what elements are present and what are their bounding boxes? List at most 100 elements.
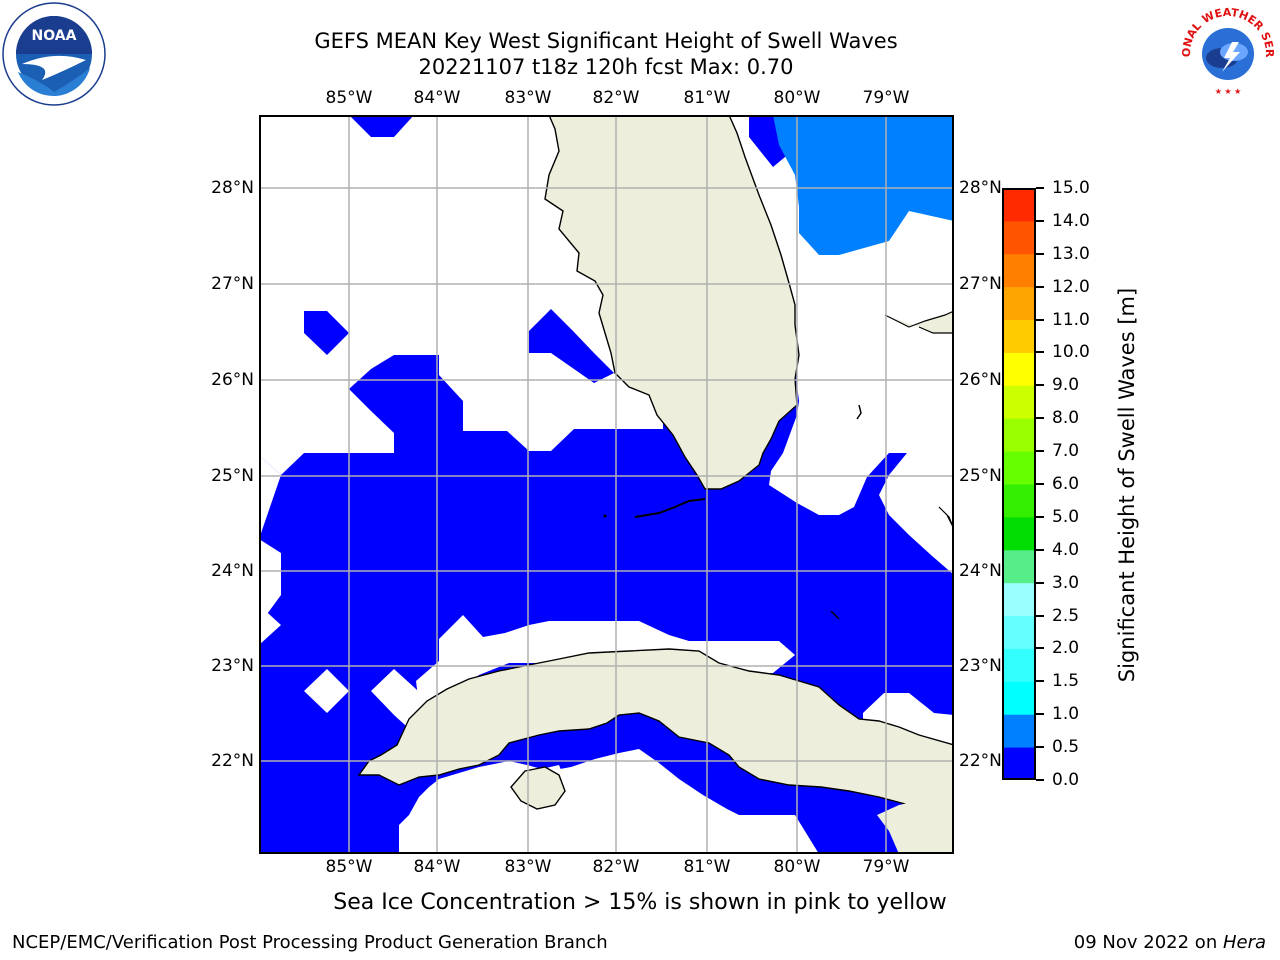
colorbar-tick-mark	[1036, 351, 1044, 354]
lat-label-left: 27°N	[211, 274, 254, 294]
lat-label-right: 22°N	[959, 751, 1002, 771]
lat-label-right: 23°N	[959, 656, 1002, 676]
florida-land	[544, 114, 800, 490]
colorbar-tick-mark	[1036, 318, 1044, 321]
colorbar-segment	[1002, 418, 1036, 452]
colorbar-segment	[1002, 615, 1036, 649]
colorbar-tick-label: 8.0	[1052, 408, 1080, 429]
colorbar-tick-label: 9.0	[1052, 375, 1080, 396]
lon-label-top: 80°W	[773, 88, 821, 108]
colorbar-tick-label: 1.0	[1052, 704, 1080, 725]
colorbar-tick-mark	[1036, 417, 1044, 420]
lon-label-bottom: 80°W	[773, 857, 821, 877]
colorbar-tick-label: 15.0	[1052, 178, 1090, 198]
colorbar-tick-label: 4.0	[1052, 539, 1080, 560]
colorbar-tick-mark	[1036, 713, 1044, 716]
colorbar-segment	[1002, 451, 1036, 485]
lon-label-top: 79°W	[862, 88, 910, 108]
colorbar-segment	[1002, 516, 1036, 551]
colorbar-segment	[1002, 747, 1036, 781]
lat-label-left: 24°N	[211, 561, 254, 581]
map	[259, 114, 955, 854]
colorbar	[1002, 188, 1036, 781]
lat-label-right: 26°N	[959, 370, 1002, 390]
colorbar-tick-label: 2.5	[1052, 605, 1080, 626]
colorbar-tick-label: 6.0	[1052, 474, 1080, 494]
lon-label-top: 83°W	[504, 88, 552, 108]
lon-label-top: 81°W	[683, 88, 731, 108]
lon-label-bottom: 81°W	[683, 857, 731, 877]
colorbar-segment	[1002, 648, 1036, 682]
colorbar-segment	[1002, 582, 1036, 617]
colorbar-tick-label: 10.0	[1052, 342, 1090, 363]
colorbar-tick-mark	[1036, 450, 1044, 453]
swell-field-mid	[773, 115, 954, 255]
colorbar-tick-mark	[1036, 252, 1044, 255]
colorbar-tick-label: 3.0	[1052, 572, 1080, 593]
colorbar-segment	[1002, 188, 1036, 222]
sea-ice-note: Sea Ice Concentration > 15% is shown in …	[333, 890, 947, 915]
lon-label-bottom: 79°W	[862, 857, 910, 877]
colorbar-segment	[1002, 286, 1036, 321]
footer-credit: NCEP/EMC/Verification Post Processing Pr…	[12, 932, 608, 953]
lon-label-bottom: 82°W	[592, 857, 640, 877]
lat-label-left: 22°N	[211, 751, 254, 771]
lat-label-right: 25°N	[959, 466, 1002, 486]
colorbar-segment	[1002, 385, 1036, 419]
lat-label-right: 28°N	[959, 178, 1002, 198]
lon-label-top: 85°W	[325, 88, 373, 108]
lat-label-left: 23°N	[211, 656, 254, 676]
footer-host: Hera	[1222, 932, 1266, 953]
lon-label-top: 84°W	[413, 88, 461, 108]
lat-label-right: 24°N	[959, 561, 1002, 581]
colorbar-tick-label: 14.0	[1052, 210, 1090, 231]
colorbar-segment	[1002, 714, 1036, 748]
colorbar-tick-mark	[1036, 581, 1044, 584]
lat-label-left: 26°N	[211, 370, 254, 390]
colorbar-segment	[1002, 220, 1036, 255]
colorbar-tick-mark	[1036, 187, 1044, 189]
colorbar-tick-mark	[1036, 515, 1044, 518]
colorbar-tick-mark	[1036, 483, 1044, 485]
lat-label-left: 25°N	[211, 466, 254, 486]
colorbar-tick-label: 0.5	[1052, 737, 1080, 758]
colorbar-tick-mark	[1036, 285, 1044, 288]
footer-date: 09 Nov 2022 on Hera	[1074, 932, 1266, 953]
lat-label-right: 27°N	[959, 274, 1002, 294]
noaa-logo: NOAA	[2, 2, 106, 106]
colorbar-segment	[1002, 549, 1036, 584]
colorbar-segment	[1002, 484, 1036, 518]
lon-label-bottom: 84°W	[413, 857, 461, 877]
lat-label-left: 28°N	[211, 178, 254, 198]
chart-subtitle: 20221107 t18z 120h fcst Max: 0.70	[418, 55, 794, 79]
svg-text:NOAA: NOAA	[32, 28, 77, 44]
lon-label-top: 82°W	[592, 88, 640, 108]
footer-date-text: 09 Nov 2022 on	[1073, 932, 1223, 953]
colorbar-segment	[1002, 319, 1036, 353]
lon-label-bottom: 83°W	[504, 857, 552, 877]
colorbar-tick-label: 12.0	[1052, 276, 1090, 297]
colorbar-tick-label: 2.0	[1052, 638, 1080, 659]
colorbar-tick-mark	[1036, 548, 1044, 551]
colorbar-tick-label: 11.0	[1052, 309, 1090, 330]
colorbar-label: Significant Height of Swell Waves [m]	[1115, 287, 1139, 683]
colorbar-tick-mark	[1036, 614, 1044, 617]
nws-logo: NATIONAL WEATHER SERVICE ★ ★ ★	[1171, 0, 1280, 98]
colorbar-tick-mark	[1036, 680, 1044, 683]
chart-title: GEFS MEAN Key West Significant Height of…	[314, 29, 898, 53]
colorbar-tick-mark	[1036, 219, 1044, 222]
colorbar-tick-label: 7.0	[1052, 441, 1080, 462]
colorbar-tick-label: 13.0	[1052, 243, 1090, 264]
colorbar-tick-label: 0.0	[1052, 770, 1080, 790]
colorbar-segment	[1002, 253, 1036, 288]
colorbar-tick-mark	[1036, 384, 1044, 387]
colorbar-tick-label: 5.0	[1052, 506, 1080, 527]
colorbar-segment	[1002, 352, 1036, 386]
colorbar-tick-mark	[1036, 779, 1044, 781]
colorbar-tick-mark	[1036, 647, 1044, 650]
colorbar-tick-label: 1.5	[1052, 671, 1080, 692]
colorbar-tick-mark	[1036, 746, 1044, 749]
svg-text:★ ★ ★: ★ ★ ★	[1215, 87, 1242, 96]
colorbar-segment	[1002, 681, 1036, 715]
lon-label-bottom: 85°W	[325, 857, 373, 877]
